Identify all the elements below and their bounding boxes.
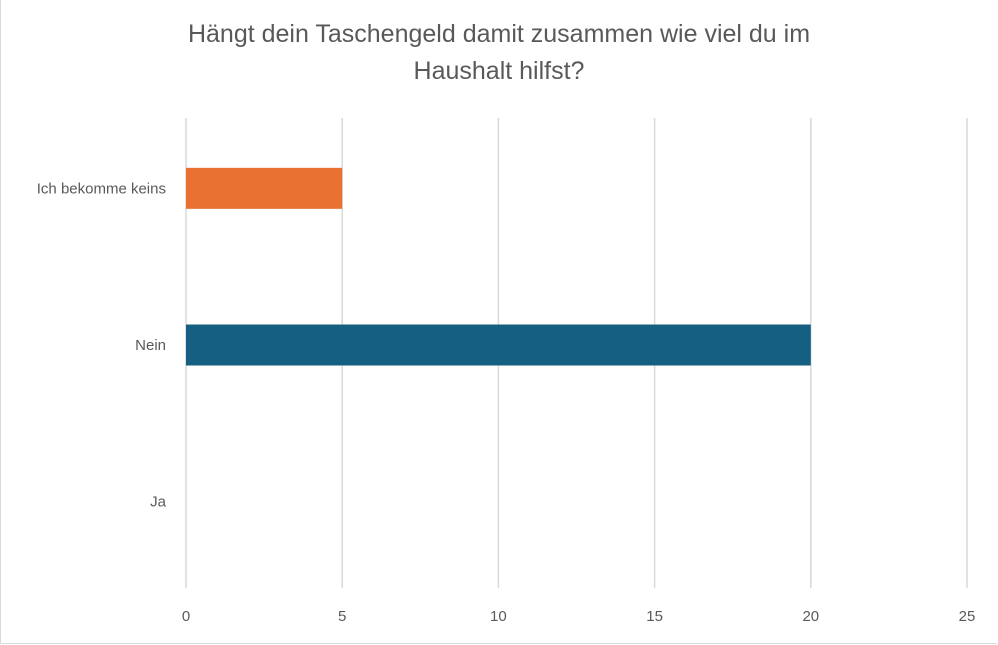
bar: [186, 324, 811, 366]
chart-title-line-1: Hängt dein Taschengeld damit zusammen wi…: [187, 20, 811, 48]
category-label: Ich bekomme keins: [37, 180, 166, 197]
x-tick-label: 15: [646, 608, 663, 625]
category-label: Ja: [150, 494, 167, 511]
category-label: Nein: [135, 337, 166, 354]
bar: [186, 167, 343, 209]
x-tick-label: 25: [959, 608, 976, 625]
x-tick-label: 20: [802, 608, 819, 625]
chart-title-line-2: Haushalt hilfst?: [413, 57, 585, 85]
x-tick-label: 5: [338, 608, 346, 625]
chart-title: Hängt dein Taschengeld damit zusammen wi…: [0, 16, 998, 90]
x-tick-label: 0: [182, 608, 190, 625]
x-tick-label: 10: [490, 608, 507, 625]
